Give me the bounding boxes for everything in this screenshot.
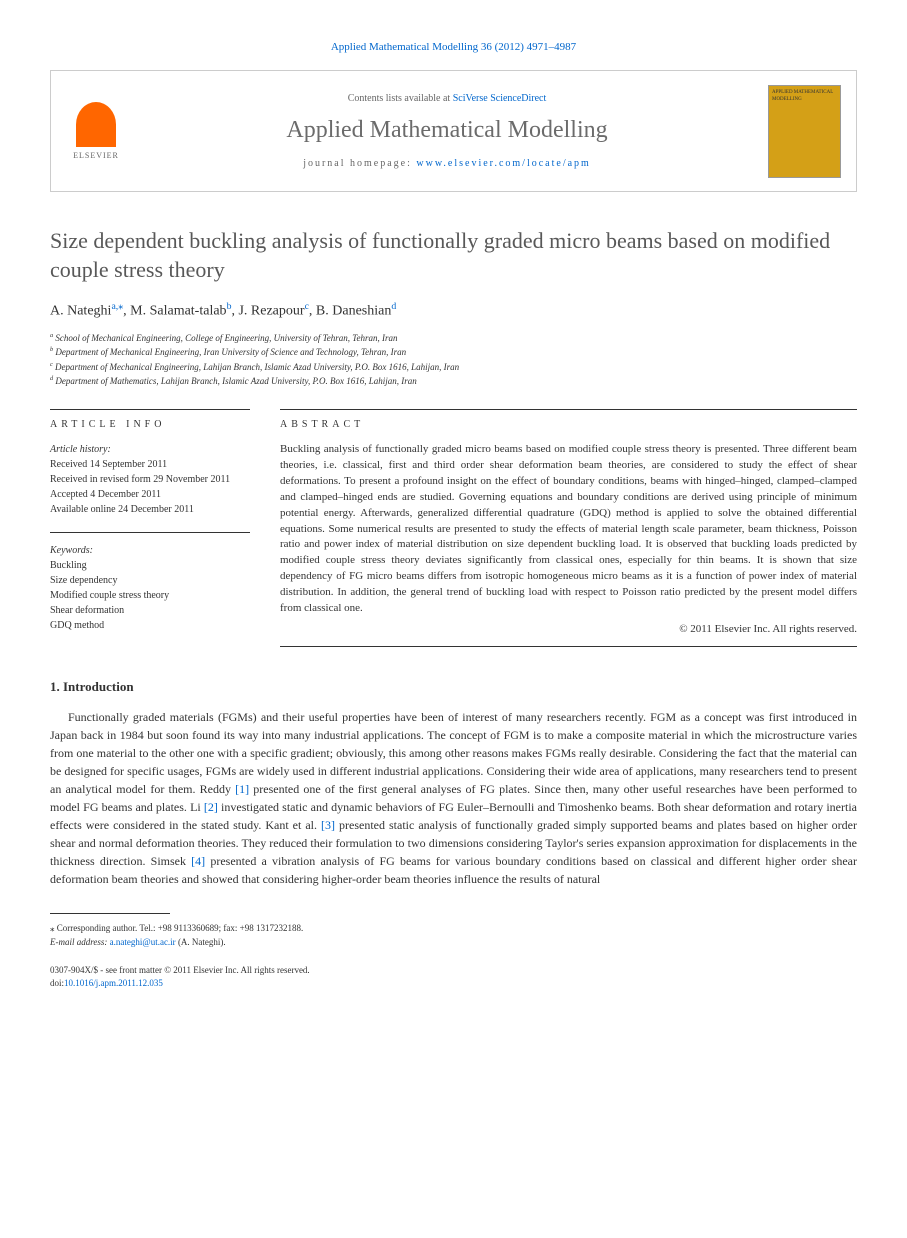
keywords-label: Keywords: bbox=[50, 543, 250, 558]
author-affil-link[interactable]: d bbox=[391, 301, 396, 312]
keyword-line: Modified couple stress theory bbox=[50, 588, 250, 603]
history-line: Received 14 September 2011 bbox=[50, 457, 250, 472]
author-affil-link[interactable]: b bbox=[227, 301, 232, 312]
abstract-text: Buckling analysis of functionally graded… bbox=[280, 442, 857, 617]
info-divider bbox=[50, 532, 250, 533]
bottom-publication-info: 0307-904X/$ - see front matter © 2011 El… bbox=[50, 964, 857, 989]
footer-notes: ⁎ Corresponding author. Tel.: +98 911336… bbox=[50, 922, 857, 949]
doi-link[interactable]: 10.1016/j.apm.2011.12.035 bbox=[64, 978, 163, 988]
keyword-line: Buckling bbox=[50, 558, 250, 573]
author-name: B. Daneshian bbox=[316, 303, 391, 318]
article-info-column: ARTICLE INFO Article history: Received 1… bbox=[50, 409, 250, 648]
abstract-copyright: © 2011 Elsevier Inc. All rights reserved… bbox=[280, 622, 857, 637]
elsevier-tree-icon bbox=[76, 102, 116, 147]
reference-link[interactable]: [4] bbox=[191, 854, 205, 868]
email-line: E-mail address: a.nateghi@ut.ac.ir (A. N… bbox=[50, 936, 857, 950]
keyword-line: GDQ method bbox=[50, 618, 250, 633]
email-link[interactable]: a.nateghi@ut.ac.ir bbox=[110, 937, 176, 947]
elsevier-logo: ELSEVIER bbox=[66, 96, 126, 166]
homepage-link[interactable]: www.elsevier.com/locate/apm bbox=[416, 158, 590, 169]
abstract-divider bbox=[280, 646, 857, 647]
abstract-header: ABSTRACT bbox=[280, 409, 857, 432]
doi-line: doi:10.1016/j.apm.2011.12.035 bbox=[50, 977, 857, 990]
issn-line: 0307-904X/$ - see front matter © 2011 El… bbox=[50, 964, 857, 977]
contents-available-line: Contents lists available at SciVerse Sci… bbox=[126, 92, 768, 106]
affiliation-line: c Department of Mechanical Engineering, … bbox=[50, 360, 857, 375]
reference-link[interactable]: [3] bbox=[321, 818, 335, 832]
author-name: J. Rezapour bbox=[238, 303, 304, 318]
contents-text: Contents lists available at bbox=[348, 93, 453, 104]
introduction-paragraph: Functionally graded materials (FGMs) and… bbox=[50, 708, 857, 888]
keywords-block: Keywords: Buckling Size dependency Modif… bbox=[50, 543, 250, 633]
sciencedirect-link[interactable]: SciVerse ScienceDirect bbox=[453, 93, 547, 104]
footer-separator bbox=[50, 913, 170, 914]
affiliation-line: b Department of Mechanical Engineering, … bbox=[50, 345, 857, 360]
history-line: Received in revised form 29 November 201… bbox=[50, 472, 250, 487]
journal-name: Applied Mathematical Modelling bbox=[126, 114, 768, 148]
author-name: A. Nateghi bbox=[50, 303, 111, 318]
email-suffix: (A. Nateghi). bbox=[176, 937, 226, 947]
reference-link[interactable]: [2] bbox=[204, 800, 218, 814]
journal-center-block: Contents lists available at SciVerse Sci… bbox=[126, 92, 768, 172]
author-affil-link[interactable]: a,⁎ bbox=[111, 301, 123, 312]
journal-header-box: ELSEVIER Contents lists available at Sci… bbox=[50, 70, 857, 192]
author-affil-link[interactable]: c bbox=[305, 301, 309, 312]
reference-link[interactable]: [1] bbox=[235, 782, 249, 796]
corresponding-author-line: ⁎ Corresponding author. Tel.: +98 911336… bbox=[50, 922, 857, 936]
history-line: Available online 24 December 2011 bbox=[50, 502, 250, 517]
history-label: Article history: bbox=[50, 442, 250, 457]
author-name: M. Salamat-talab bbox=[130, 303, 226, 318]
keyword-line: Size dependency bbox=[50, 573, 250, 588]
history-line: Accepted 4 December 2011 bbox=[50, 487, 250, 502]
elsevier-label: ELSEVIER bbox=[73, 150, 119, 161]
affiliation-line: d Department of Mathematics, Lahijan Bra… bbox=[50, 374, 857, 389]
keyword-line: Shear deformation bbox=[50, 603, 250, 618]
abstract-column: ABSTRACT Buckling analysis of functional… bbox=[280, 409, 857, 648]
affiliation-line: a School of Mechanical Engineering, Coll… bbox=[50, 331, 857, 346]
doi-label: doi: bbox=[50, 978, 64, 988]
info-abstract-row: ARTICLE INFO Article history: Received 1… bbox=[50, 409, 857, 648]
homepage-label: journal homepage: bbox=[303, 158, 416, 169]
affiliations-block: a School of Mechanical Engineering, Coll… bbox=[50, 331, 857, 389]
article-info-header: ARTICLE INFO bbox=[50, 409, 250, 432]
header-citation: Applied Mathematical Modelling 36 (2012)… bbox=[50, 40, 857, 55]
article-history-block: Article history: Received 14 September 2… bbox=[50, 442, 250, 517]
homepage-line: journal homepage: www.elsevier.com/locat… bbox=[126, 157, 768, 171]
authors-list: A. Nateghia,⁎, M. Salamat-talabb, J. Rez… bbox=[50, 300, 857, 321]
journal-cover-thumbnail: APPLIED MATHEMATICAL MODELLING bbox=[768, 85, 841, 178]
article-title: Size dependent buckling analysis of func… bbox=[50, 227, 857, 284]
email-label: E-mail address: bbox=[50, 937, 110, 947]
introduction-header: 1. Introduction bbox=[50, 678, 857, 696]
